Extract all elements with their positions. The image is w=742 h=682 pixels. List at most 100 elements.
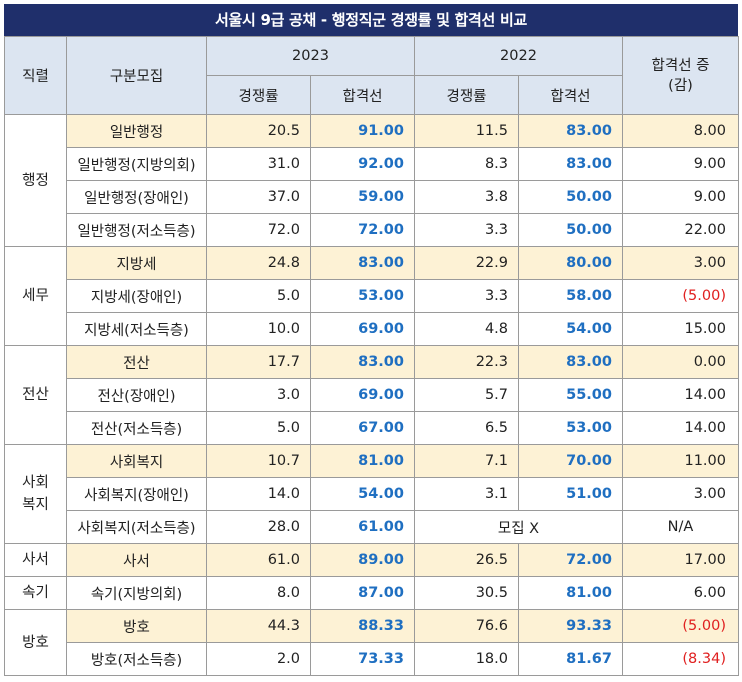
pass-score-2023-cell: 61.00 (310, 510, 415, 544)
table-row: 방호(저소득층) 2.0 73.33 18.0 81.67 (8.34) (5, 642, 739, 676)
competition-2023-cell: 24.8 (206, 246, 311, 280)
pass-score-2022-cell: 83.00 (518, 114, 623, 148)
pass-score-diff-cell: (5.00) (622, 279, 739, 313)
pass-score-2023-cell: 83.00 (310, 246, 415, 280)
merged-2022-cell: 모집 X (414, 510, 623, 544)
competition-2023-cell: 28.0 (206, 510, 311, 544)
pass-score-2022-cell: 70.00 (518, 444, 623, 478)
competition-2022-cell: 3.1 (414, 477, 519, 511)
rank-cell: 방호 (4, 609, 67, 676)
pass-score-2023-cell: 89.00 (310, 543, 415, 577)
competition-2023-cell: 17.7 (206, 345, 311, 379)
rank-cell: 행정 (4, 114, 67, 247)
competition-2022-cell: 7.1 (414, 444, 519, 478)
pass-score-2022-cell: 50.00 (518, 213, 623, 247)
pass-score-diff-cell: 11.00 (622, 444, 739, 478)
rank-cell: 속기 (4, 576, 67, 610)
category-cell: 사서 (66, 543, 207, 577)
category-cell: 일반행정(지방의회) (66, 147, 207, 181)
table-row: 사회복지(장애인) 14.0 54.00 3.1 51.00 3.00 (5, 477, 739, 511)
competition-2023-cell: 14.0 (206, 477, 311, 511)
competition-2022-cell: 3.3 (414, 279, 519, 313)
pass-score-2023-cell: 73.33 (310, 642, 415, 676)
pass-score-2022-cell: 58.00 (518, 279, 623, 313)
category-cell: 일반행정(저소득층) (66, 213, 207, 247)
pass-score-2023-cell: 92.00 (310, 147, 415, 181)
pass-score-diff-cell: 3.00 (622, 477, 739, 511)
table-row: 전산 전산 17.7 83.00 22.3 83.00 0.00 (4, 345, 739, 445)
pass-score-diff-cell: 0.00 (622, 345, 739, 379)
comparison-table: 직렬 구분모집 2023 2022 합격선 증(감) 경쟁률 합격선 경쟁률 합… (4, 36, 739, 676)
pass-score-diff-cell: 6.00 (622, 576, 739, 610)
pass-score-2023-cell: 81.00 (310, 444, 415, 478)
rank-cell: 세무 (4, 246, 67, 346)
table-row: 사서 사서 61.0 89.00 26.5 72.00 17.00 (4, 543, 739, 577)
pass-score-diff-cell: (8.34) (622, 642, 739, 676)
competition-2023-cell: 10.0 (206, 312, 311, 346)
category-cell: 전산 (66, 345, 207, 379)
table-row: 속기 속기(지방의회) 8.0 87.00 30.5 81.00 6.00 (4, 576, 739, 610)
category-cell: 사회복지 (66, 444, 207, 478)
table-row: 일반행정(지방의회) 31.0 92.00 8.3 83.00 9.00 (5, 147, 739, 181)
competition-2022-cell: 26.5 (414, 543, 519, 577)
table-row: 사회 복지 사회복지 10.7 81.00 7.1 70.00 11.00 (4, 444, 739, 544)
pass-score-diff-cell: N/A (622, 510, 739, 544)
pass-score-2023-cell: 69.00 (310, 312, 415, 346)
competition-2022-cell: 30.5 (414, 576, 519, 610)
competition-2022-cell: 11.5 (414, 114, 519, 148)
header-comp-2022: 경쟁률 (414, 75, 519, 115)
pass-score-2022-cell: 93.33 (518, 609, 623, 643)
pass-score-2023-cell: 67.00 (310, 411, 415, 445)
pass-score-diff-cell: 15.00 (622, 312, 739, 346)
pass-score-2023-cell: 87.00 (310, 576, 415, 610)
pass-score-diff-cell: 9.00 (622, 180, 739, 214)
rank-cell: 사서 (4, 543, 67, 577)
pass-score-2022-cell: 72.00 (518, 543, 623, 577)
category-cell: 속기(지방의회) (66, 576, 207, 610)
pass-score-2023-cell: 83.00 (310, 345, 415, 379)
pass-score-diff-cell: 14.00 (622, 411, 739, 445)
competition-2022-cell: 6.5 (414, 411, 519, 445)
competition-2023-cell: 2.0 (206, 642, 311, 676)
pass-score-2022-cell: 81.67 (518, 642, 623, 676)
pass-score-diff-cell: 17.00 (622, 543, 739, 577)
pass-score-2022-cell: 51.00 (518, 477, 623, 511)
pass-score-2022-cell: 83.00 (518, 147, 623, 181)
pass-score-2023-cell: 53.00 (310, 279, 415, 313)
competition-2023-cell: 5.0 (206, 411, 311, 445)
pass-score-diff-cell: 8.00 (622, 114, 739, 148)
competition-2022-cell: 3.8 (414, 180, 519, 214)
competition-2022-cell: 22.9 (414, 246, 519, 280)
pass-score-diff-cell: 14.00 (622, 378, 739, 412)
category-cell: 전산(장애인) (66, 378, 207, 412)
table-row: 방호 방호 44.3 88.33 76.6 93.33 (5.00) (4, 609, 739, 676)
pass-score-2022-cell: 55.00 (518, 378, 623, 412)
pass-score-2023-cell: 54.00 (310, 477, 415, 511)
header-pass-2022: 합격선 (518, 75, 623, 115)
pass-score-2023-cell: 72.00 (310, 213, 415, 247)
competition-2023-cell: 72.0 (206, 213, 311, 247)
competition-2022-cell: 18.0 (414, 642, 519, 676)
pass-score-2023-cell: 88.33 (310, 609, 415, 643)
table-row: 일반행정(저소득층) 72.0 72.00 3.3 50.00 22.00 (5, 213, 739, 247)
header-diff-label: 합격선 증(감) (651, 57, 710, 94)
category-cell: 사회복지(장애인) (66, 477, 207, 511)
table-row: 행정 일반행정 20.5 91.00 11.5 83.00 8.00 (4, 114, 739, 247)
pass-score-2022-cell: 53.00 (518, 411, 623, 445)
pass-score-2023-cell: 69.00 (310, 378, 415, 412)
category-cell: 지방세(저소득층) (66, 312, 207, 346)
table-title: 서울시 9급 공채 - 행정직군 경쟁률 및 합격선 비교 (4, 4, 738, 36)
competition-2022-cell: 4.8 (414, 312, 519, 346)
header-comp-2023: 경쟁률 (206, 75, 311, 115)
table-row: 지방세(장애인) 5.0 53.00 3.3 58.00 (5.00) (5, 279, 739, 313)
competition-2022-cell: 76.6 (414, 609, 519, 643)
pass-score-diff-cell: 22.00 (622, 213, 739, 247)
competition-2023-cell: 61.0 (206, 543, 311, 577)
rank-cell: 전산 (4, 345, 67, 445)
competition-2023-cell: 5.0 (206, 279, 311, 313)
competition-2023-cell: 8.0 (206, 576, 311, 610)
rank-cell: 사회 복지 (4, 444, 67, 544)
category-cell: 지방세 (66, 246, 207, 280)
pass-score-2023-cell: 91.00 (310, 114, 415, 148)
header-diff: 합격선 증(감) (622, 36, 739, 115)
